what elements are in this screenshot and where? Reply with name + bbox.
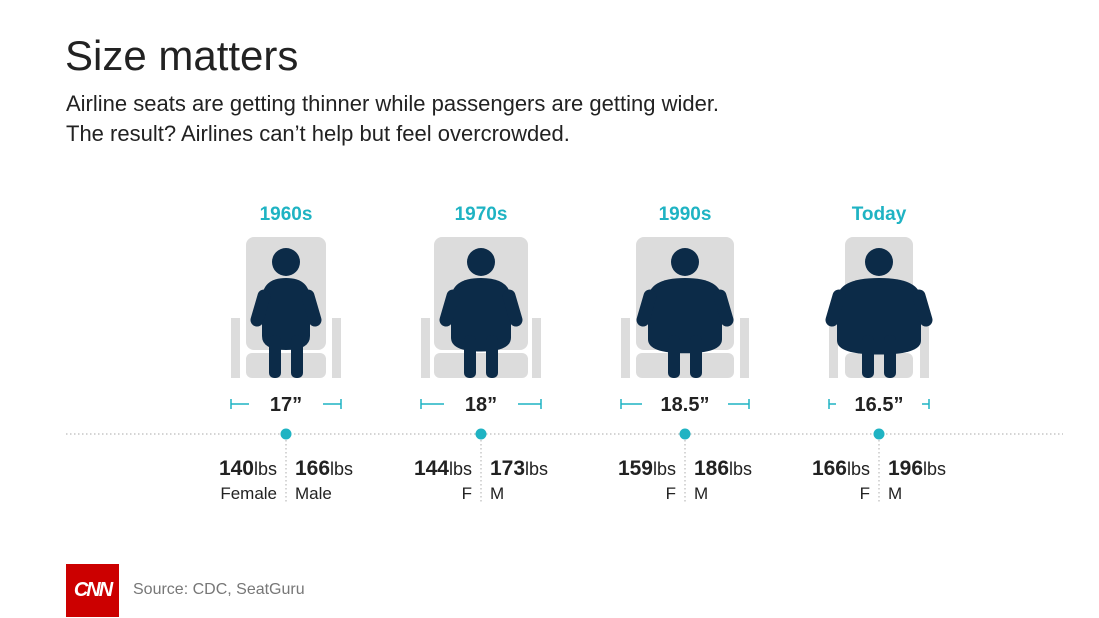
person-icon [250, 248, 322, 378]
person-icon [825, 248, 933, 378]
male-weight: 166lbs [295, 457, 353, 480]
seat-width-label: 16.5” [855, 394, 904, 416]
person-arm-right [912, 289, 933, 327]
subtitle-line-1: Airline seats are getting thinner while … [66, 91, 720, 116]
female-weight: 159lbs [618, 457, 676, 480]
timeline-dot [679, 428, 691, 440]
person-leg-left [269, 335, 281, 378]
person-icon [439, 248, 523, 378]
armrest-left [621, 318, 630, 378]
era-label: 1990s [659, 204, 712, 225]
person-head [671, 248, 699, 276]
page-title: Size matters [65, 32, 299, 79]
era-1990s: 1990s 18.5” 159lbs 186lbs F M [618, 204, 752, 503]
person-torso [648, 278, 722, 354]
person-arm-left [825, 289, 846, 327]
person-leg-right [486, 335, 498, 378]
subtitle-line-2: The result? Airlines can’t help but feel… [66, 121, 570, 146]
person-arm-left [636, 289, 657, 327]
armrest-right [740, 318, 749, 378]
female-weight: 166lbs [812, 457, 870, 480]
person-head [467, 248, 495, 276]
seat-width-label: 18.5” [661, 394, 710, 416]
era-label: 1960s [260, 204, 313, 225]
timeline-dot [475, 428, 487, 440]
era-label: 1970s [455, 204, 508, 225]
armrest-left [231, 318, 240, 378]
seat-cushion [434, 353, 528, 378]
male-label: M [490, 484, 504, 503]
female-weight: 144lbs [414, 457, 472, 480]
person-arm-right [502, 289, 523, 327]
person-leg-right [291, 335, 303, 378]
person-leg-right [690, 335, 702, 378]
female-weight: 140lbs [219, 457, 277, 480]
armrest-right [920, 318, 929, 378]
armrest-right [332, 318, 341, 378]
male-label: Male [295, 484, 332, 503]
male-label: M [694, 484, 708, 503]
person-head [272, 248, 300, 276]
timeline-dot [280, 428, 292, 440]
person-leg-left [862, 335, 874, 378]
seat-width-label: 17” [270, 394, 302, 416]
armrest-left [421, 318, 430, 378]
male-weight: 196lbs [888, 457, 946, 480]
armrest-left [829, 318, 838, 378]
person-arm-right [713, 289, 734, 327]
source-note: Source: CDC, SeatGuru [133, 581, 305, 598]
era-label: Today [852, 204, 907, 225]
person-torso [451, 278, 511, 352]
era-1960s: 1960s 17” 140lbs 166lbs Female Male [219, 204, 353, 503]
person-arm-left [439, 289, 460, 327]
male-weight: 173lbs [490, 457, 548, 480]
armrest-right [532, 318, 541, 378]
person-arm-right [301, 289, 322, 327]
female-label: F [666, 484, 676, 503]
era-today: Today 16.5” 166lbs 196lbs F M [812, 204, 946, 503]
female-label: Female [220, 484, 277, 503]
cnn-logo: CNN [66, 564, 119, 617]
person-torso [837, 278, 921, 355]
seat-cushion [246, 353, 326, 378]
seat-cushion [636, 353, 734, 378]
female-label: F [462, 484, 472, 503]
male-label: M [888, 484, 902, 503]
person-torso [262, 278, 310, 350]
female-label: F [860, 484, 870, 503]
person-leg-right [884, 335, 896, 378]
person-icon [636, 248, 734, 378]
person-leg-left [668, 335, 680, 378]
male-weight: 186lbs [694, 457, 752, 480]
person-head [865, 248, 893, 276]
person-leg-left [464, 335, 476, 378]
timeline-dot [873, 428, 885, 440]
seat-cushion [845, 353, 913, 378]
seat-width-label: 18” [465, 394, 497, 416]
era-1970s: 1970s 18” 144lbs 173lbs F M [414, 204, 548, 503]
person-arm-left [250, 289, 271, 327]
